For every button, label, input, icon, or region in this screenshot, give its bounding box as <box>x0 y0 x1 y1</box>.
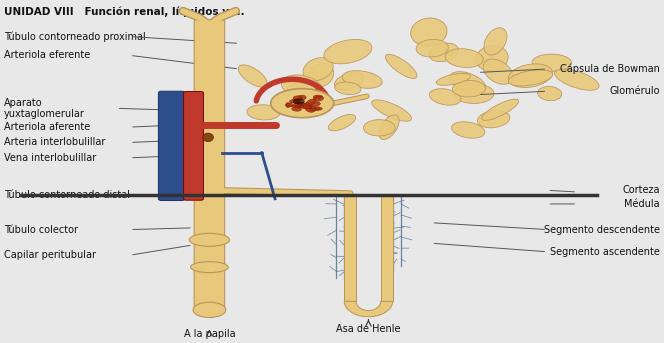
Ellipse shape <box>191 262 228 273</box>
Polygon shape <box>344 301 392 317</box>
Text: Arteriola eferente: Arteriola eferente <box>4 50 90 60</box>
Ellipse shape <box>477 110 510 128</box>
Ellipse shape <box>452 80 485 97</box>
Text: Asa de Henle: Asa de Henle <box>336 323 400 333</box>
Text: Túbulo colector: Túbulo colector <box>4 225 78 235</box>
Ellipse shape <box>509 70 552 86</box>
Ellipse shape <box>298 95 306 100</box>
Ellipse shape <box>238 65 267 87</box>
Text: Glomérulo: Glomérulo <box>610 86 660 96</box>
Ellipse shape <box>313 96 323 101</box>
Ellipse shape <box>372 100 412 121</box>
Ellipse shape <box>271 88 333 118</box>
Text: Médula: Médula <box>624 199 660 209</box>
Ellipse shape <box>282 75 322 99</box>
Ellipse shape <box>508 64 552 87</box>
Ellipse shape <box>483 59 513 84</box>
Text: Segmento ascendente: Segmento ascendente <box>550 247 660 257</box>
Ellipse shape <box>300 104 309 108</box>
Ellipse shape <box>303 58 333 81</box>
Text: Arteriola aferente: Arteriola aferente <box>4 122 90 132</box>
Ellipse shape <box>313 95 323 99</box>
Text: Arteria interlobulillar: Arteria interlobulillar <box>4 138 106 147</box>
Ellipse shape <box>379 115 399 140</box>
Ellipse shape <box>307 102 320 107</box>
Ellipse shape <box>203 133 213 142</box>
Ellipse shape <box>429 43 459 62</box>
Ellipse shape <box>532 54 572 71</box>
Ellipse shape <box>481 99 519 120</box>
Ellipse shape <box>538 86 562 101</box>
Ellipse shape <box>314 107 322 110</box>
Ellipse shape <box>386 54 417 79</box>
Ellipse shape <box>305 106 315 112</box>
FancyBboxPatch shape <box>159 91 185 201</box>
Ellipse shape <box>335 73 364 90</box>
Ellipse shape <box>293 96 302 100</box>
FancyBboxPatch shape <box>183 92 203 200</box>
Ellipse shape <box>297 102 304 106</box>
Text: Segmento descendente: Segmento descendente <box>544 225 660 235</box>
Ellipse shape <box>476 46 508 71</box>
Ellipse shape <box>363 120 395 136</box>
Ellipse shape <box>291 107 301 111</box>
Ellipse shape <box>554 69 599 90</box>
Ellipse shape <box>410 18 447 46</box>
Ellipse shape <box>189 233 230 246</box>
Text: Túbulo contorneado distal: Túbulo contorneado distal <box>4 190 130 200</box>
Ellipse shape <box>484 28 507 55</box>
Ellipse shape <box>328 115 356 131</box>
Ellipse shape <box>293 98 305 105</box>
Ellipse shape <box>291 105 301 108</box>
Ellipse shape <box>324 39 372 64</box>
Ellipse shape <box>286 103 293 107</box>
Ellipse shape <box>452 122 485 138</box>
Text: UNIDAD VIII   Función renal, líquidos y ...: UNIDAD VIII Función renal, líquidos y ..… <box>4 7 244 17</box>
Ellipse shape <box>335 82 361 95</box>
Ellipse shape <box>416 39 448 57</box>
Ellipse shape <box>450 72 485 93</box>
Ellipse shape <box>301 105 312 109</box>
Ellipse shape <box>308 63 334 87</box>
Ellipse shape <box>306 99 315 106</box>
Text: Aparato
yuxtaglomerular: Aparato yuxtaglomerular <box>4 97 85 119</box>
Ellipse shape <box>303 103 311 109</box>
Ellipse shape <box>310 108 321 111</box>
FancyBboxPatch shape <box>194 20 224 313</box>
Text: Vena interlobulillar: Vena interlobulillar <box>4 153 96 163</box>
Ellipse shape <box>298 104 309 108</box>
Text: Capilar peritubular: Capilar peritubular <box>4 250 96 260</box>
Text: A la papila: A la papila <box>184 329 235 339</box>
Ellipse shape <box>343 71 382 88</box>
Ellipse shape <box>293 103 301 107</box>
Ellipse shape <box>454 84 494 104</box>
Ellipse shape <box>430 88 461 105</box>
Ellipse shape <box>286 103 290 107</box>
Ellipse shape <box>290 98 301 103</box>
Ellipse shape <box>247 105 280 120</box>
Ellipse shape <box>436 73 471 85</box>
Text: Cápsula de Bowman: Cápsula de Bowman <box>560 64 660 74</box>
Ellipse shape <box>445 49 483 68</box>
Text: Túbulo contorneado proximal: Túbulo contorneado proximal <box>4 31 146 42</box>
Ellipse shape <box>287 83 309 98</box>
Text: Corteza: Corteza <box>622 185 660 195</box>
Ellipse shape <box>193 302 226 318</box>
